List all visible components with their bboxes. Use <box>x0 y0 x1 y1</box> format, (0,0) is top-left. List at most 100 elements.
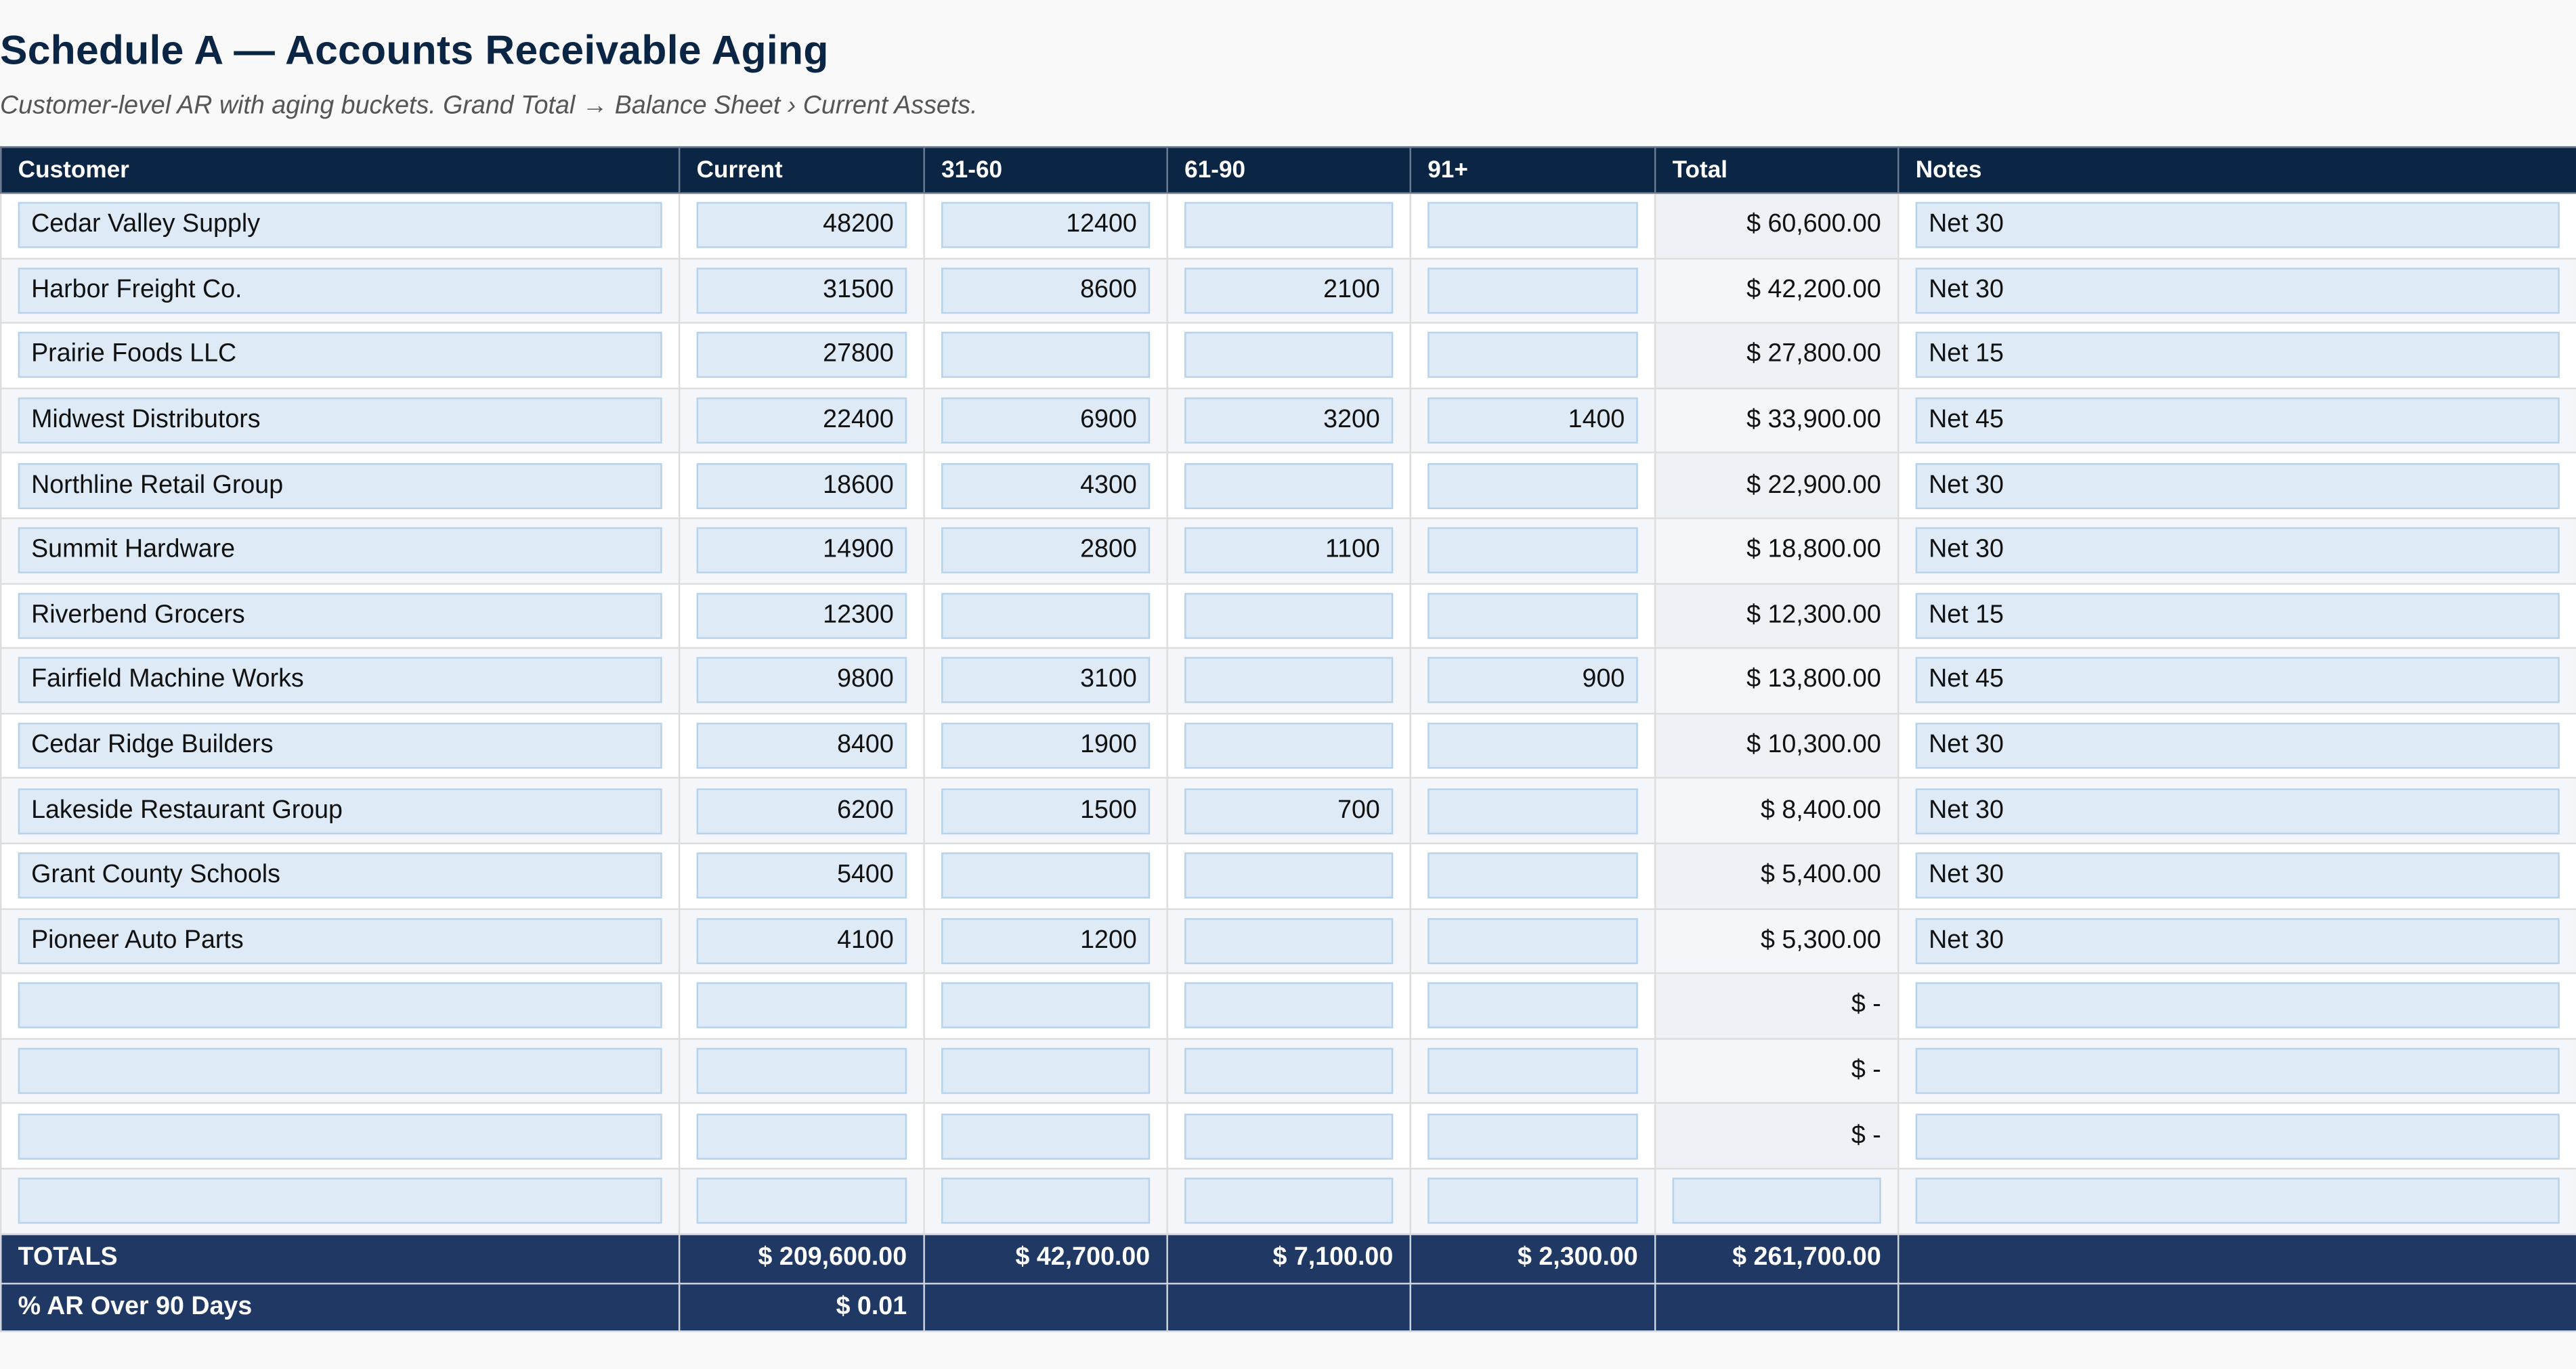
91-plus-input[interactable] <box>1427 982 1638 1029</box>
notes-input[interactable] <box>1915 527 2560 574</box>
61-90-input[interactable] <box>1184 722 1394 769</box>
61-90-input[interactable] <box>1184 852 1394 899</box>
current-input[interactable] <box>696 462 907 509</box>
notes-input[interactable] <box>1915 657 2560 704</box>
31-60-input[interactable] <box>941 267 1151 314</box>
91-plus-input[interactable] <box>1427 332 1638 379</box>
61-90-input[interactable] <box>1184 592 1394 639</box>
notes-input[interactable] <box>1915 787 2560 834</box>
61-90-input[interactable] <box>1184 787 1394 834</box>
61-90-input[interactable] <box>1184 657 1394 704</box>
31-60-input[interactable] <box>941 1112 1151 1159</box>
current-input[interactable] <box>696 332 907 379</box>
61-90-input[interactable] <box>1184 462 1394 509</box>
customer-input[interactable] <box>18 397 662 444</box>
current-input[interactable] <box>696 527 907 574</box>
notes-input[interactable] <box>1915 462 2560 509</box>
ar-aging-table: Customer Current 31-60 61-90 91+ Total N… <box>0 146 2576 1332</box>
current-input[interactable] <box>696 1047 907 1094</box>
61-90-input[interactable] <box>1184 267 1394 314</box>
31-60-input[interactable] <box>941 852 1151 899</box>
notes-input[interactable] <box>1915 267 2560 314</box>
91-plus-input[interactable] <box>1427 1047 1638 1094</box>
61-90-input[interactable] <box>1184 982 1394 1029</box>
customer-input[interactable] <box>18 787 662 834</box>
notes-input[interactable] <box>1915 592 2560 639</box>
customer-input[interactable] <box>18 722 662 769</box>
61-90-input[interactable] <box>1184 332 1394 379</box>
61-90-input[interactable] <box>1184 917 1394 964</box>
91-plus-input[interactable] <box>1427 657 1638 704</box>
91-plus-input[interactable] <box>1427 397 1638 444</box>
notes-input[interactable] <box>1915 917 2560 964</box>
current-input[interactable] <box>696 787 907 834</box>
customer-input[interactable] <box>18 917 662 964</box>
91-plus-input[interactable] <box>1427 462 1638 509</box>
91-plus-input[interactable] <box>1427 787 1638 834</box>
notes-input[interactable] <box>1915 1047 2560 1094</box>
91-plus-input[interactable] <box>1427 917 1638 964</box>
91-plus-input[interactable] <box>1427 852 1638 899</box>
customer-input[interactable] <box>18 1177 662 1224</box>
current-input[interactable] <box>696 917 907 964</box>
current-input[interactable] <box>696 1112 907 1159</box>
31-60-input[interactable] <box>941 592 1151 639</box>
customer-input[interactable] <box>18 852 662 899</box>
61-90-input[interactable] <box>1184 527 1394 574</box>
customer-input[interactable] <box>18 657 662 704</box>
pct-over-90-empty-cell <box>1897 1282 2576 1332</box>
customer-input[interactable] <box>18 1112 662 1159</box>
91-plus-input[interactable] <box>1427 1177 1638 1224</box>
91-plus-input[interactable] <box>1427 202 1638 249</box>
current-input[interactable] <box>696 592 907 639</box>
customer-input[interactable] <box>18 202 662 249</box>
31-60-input[interactable] <box>941 202 1151 249</box>
customer-input[interactable] <box>18 267 662 314</box>
current-input[interactable] <box>696 202 907 249</box>
31-60-input[interactable] <box>941 657 1151 704</box>
notes-input[interactable] <box>1915 852 2560 899</box>
61-90-input[interactable] <box>1184 1177 1394 1224</box>
61-90-input[interactable] <box>1184 397 1394 444</box>
31-60-input[interactable] <box>941 722 1151 769</box>
31-60-input[interactable] <box>941 397 1151 444</box>
current-input[interactable] <box>696 267 907 314</box>
notes-input[interactable] <box>1915 397 2560 444</box>
customer-input[interactable] <box>18 462 662 509</box>
current-input[interactable] <box>696 657 907 704</box>
31-60-input[interactable] <box>941 332 1151 379</box>
customer-input[interactable] <box>18 1047 662 1094</box>
customer-input[interactable] <box>18 527 662 574</box>
31-60-input[interactable] <box>941 462 1151 509</box>
current-input[interactable] <box>696 397 907 444</box>
31-60-input[interactable] <box>941 527 1151 574</box>
91-plus-input[interactable] <box>1427 722 1638 769</box>
31-60-input[interactable] <box>941 982 1151 1029</box>
notes-input[interactable] <box>1915 722 2560 769</box>
notes-input[interactable] <box>1915 1112 2560 1159</box>
61-90-input[interactable] <box>1184 1112 1394 1159</box>
customer-input[interactable] <box>18 332 662 379</box>
61-90-input[interactable] <box>1184 202 1394 249</box>
customer-input[interactable] <box>18 592 662 639</box>
91-plus-input[interactable] <box>1427 592 1638 639</box>
current-input[interactable] <box>696 852 907 899</box>
total-input[interactable] <box>1672 1177 1881 1224</box>
customer-input[interactable] <box>18 982 662 1029</box>
91-plus-input[interactable] <box>1427 1112 1638 1159</box>
current-input[interactable] <box>696 982 907 1029</box>
61-90-input[interactable] <box>1184 1047 1394 1094</box>
notes-input[interactable] <box>1915 1177 2560 1224</box>
91-plus-input[interactable] <box>1427 267 1638 314</box>
notes-input[interactable] <box>1915 982 2560 1029</box>
current-cell <box>678 777 925 844</box>
31-60-input[interactable] <box>941 787 1151 834</box>
91-plus-input[interactable] <box>1427 527 1638 574</box>
current-input[interactable] <box>696 1177 907 1224</box>
current-input[interactable] <box>696 722 907 769</box>
31-60-input[interactable] <box>941 1177 1151 1224</box>
31-60-input[interactable] <box>941 917 1151 964</box>
notes-input[interactable] <box>1915 202 2560 249</box>
notes-input[interactable] <box>1915 332 2560 379</box>
31-60-input[interactable] <box>941 1047 1151 1094</box>
